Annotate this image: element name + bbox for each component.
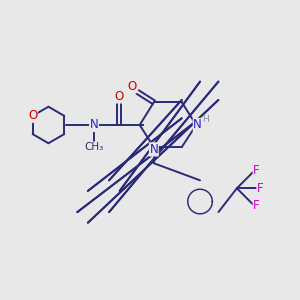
Text: N: N: [90, 118, 98, 131]
Text: H: H: [202, 115, 209, 124]
Text: O: O: [28, 109, 37, 122]
Text: F: F: [253, 164, 260, 177]
Text: CH₃: CH₃: [84, 142, 104, 152]
Text: O: O: [115, 90, 124, 103]
Text: F: F: [257, 182, 264, 195]
Text: N: N: [193, 118, 202, 131]
Text: N: N: [149, 143, 158, 156]
Text: O: O: [128, 80, 137, 93]
Text: F: F: [253, 200, 260, 212]
